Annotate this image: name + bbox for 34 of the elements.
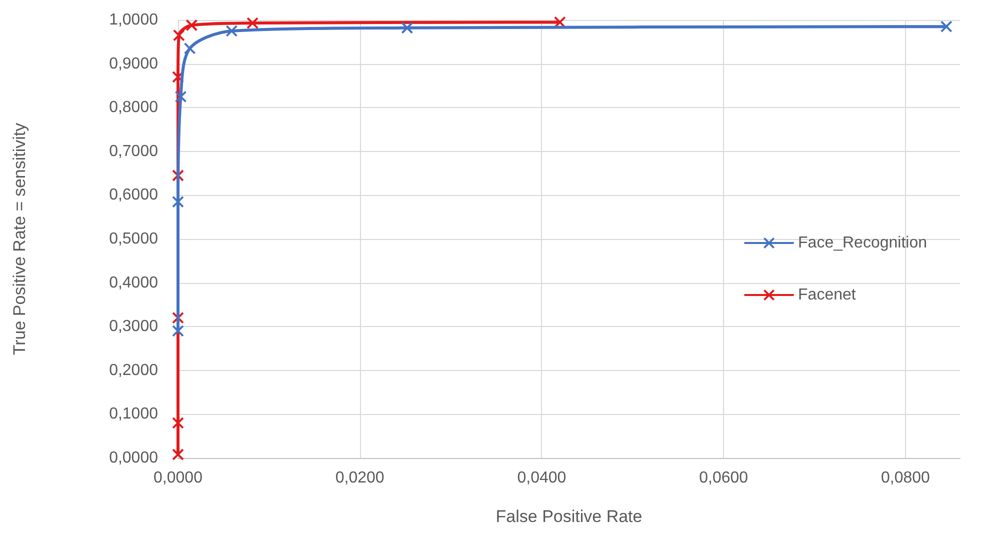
point	[940, 20, 952, 33]
y-tick-label: 0,2000	[109, 362, 158, 379]
legend-label: Face_Recognition	[798, 234, 927, 252]
point	[246, 17, 259, 30]
point	[401, 22, 414, 34]
point	[172, 29, 185, 42]
x-tick-label: 0,0400	[517, 470, 566, 486]
x-tick-label: 0,0200	[335, 470, 384, 486]
y-tick-label: 0,5000	[109, 230, 158, 248]
y-axis-title: True Positive Rate = sensitivity	[10, 122, 29, 356]
point	[186, 19, 198, 32]
legend-label: Facenet	[798, 286, 856, 304]
x-tick-label: 0,0600	[699, 470, 748, 486]
point	[172, 416, 184, 429]
y-tick-label: 0,6000	[109, 186, 158, 204]
y-tick-label: 0,8000	[109, 99, 158, 116]
x-axis-title: False Positive Rate	[496, 507, 642, 526]
y-tick-label: 1,0000	[109, 12, 158, 28]
x-tick-label: 0,0000	[154, 470, 203, 486]
point	[172, 196, 184, 208]
point	[172, 312, 184, 324]
point	[174, 90, 187, 103]
y-tick-label: 0,3000	[109, 318, 158, 336]
point	[184, 42, 196, 54]
point	[172, 448, 184, 460]
point	[172, 324, 184, 337]
x-tick-label: 0,0800	[880, 470, 930, 486]
y-tick-label: 0,9000	[109, 55, 158, 72]
point	[172, 169, 184, 182]
y-tick-label: 0,4000	[109, 274, 158, 292]
y-tick-label: 0,0000	[109, 450, 158, 466]
y-tick-label: 0,1000	[109, 406, 158, 423]
point	[226, 24, 238, 37]
y-tick-label: 0,7000	[109, 142, 158, 160]
